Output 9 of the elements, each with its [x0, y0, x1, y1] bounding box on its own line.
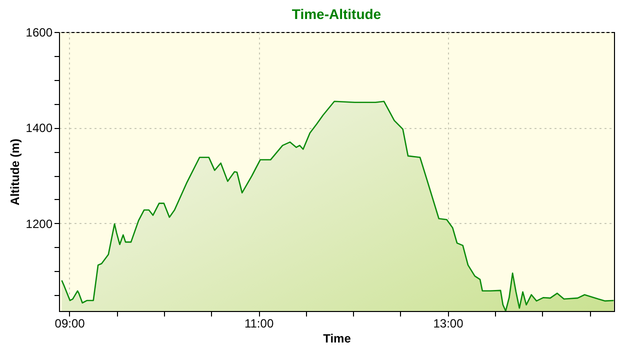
y-tick-label: 1400	[26, 121, 53, 136]
x-tick-label: 13:00	[433, 316, 464, 330]
x-tick-label: 11:00	[244, 316, 274, 330]
y-tick-label: 1200	[26, 216, 53, 231]
y-axis-title: Altitude (m)	[8, 138, 22, 206]
y-tick-label: 1600	[26, 26, 53, 40]
chart-title: Time-Altitude	[292, 6, 382, 22]
x-tick-label: 09:00	[54, 316, 86, 330]
x-axis-title: Time	[323, 332, 352, 346]
